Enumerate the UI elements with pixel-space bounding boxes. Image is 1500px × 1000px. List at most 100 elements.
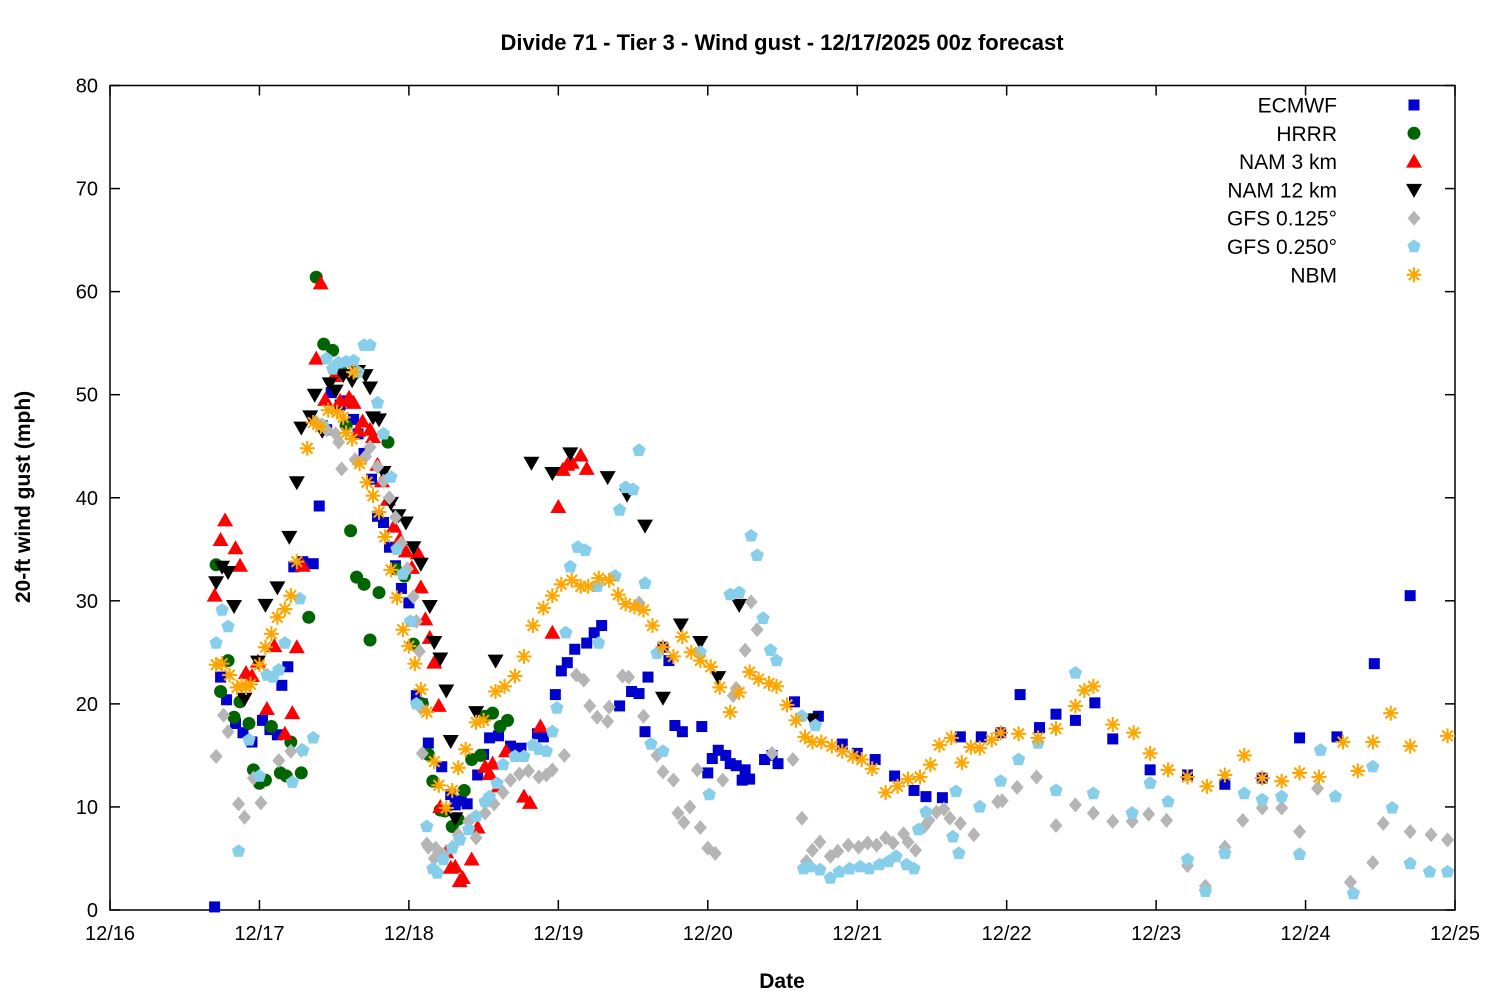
nbm-point: [413, 681, 429, 697]
x-tick-label: 12/19: [533, 923, 583, 945]
gfs-0-125--point: [937, 801, 951, 817]
gfs-0-250--point: [578, 543, 592, 556]
nbm-point: [365, 488, 381, 504]
gfs-0-250--point: [911, 822, 926, 836]
hrrr-point: [264, 720, 278, 734]
nam-3-km-point: [312, 275, 329, 290]
nam-12-km-point: [731, 598, 748, 613]
x-tick-label: 12/25: [1430, 923, 1480, 945]
y-axis-title: 20-ft wind gust (mph): [12, 391, 35, 603]
gfs-0-250--point: [862, 861, 876, 875]
gfs-0-125--point: [1030, 769, 1044, 785]
gfs-0-250--point: [750, 548, 764, 562]
nam-3-km-point: [397, 543, 414, 558]
gfs-0-125--point: [272, 753, 286, 769]
ecmwf-point: [372, 510, 384, 522]
gfs-0-250--point: [1292, 847, 1307, 860]
y-tick-label: 10: [76, 797, 98, 819]
nbm-point: [313, 419, 329, 435]
ecmwf-point: [730, 760, 742, 772]
nbm-point: [1160, 762, 1176, 778]
nbm-point: [1030, 730, 1046, 746]
nam-3-km-point: [227, 540, 244, 555]
ecmwf-point: [276, 679, 288, 691]
nbm-point: [283, 588, 299, 604]
nam-12-km-point: [421, 599, 438, 614]
gfs-0-250--point: [242, 732, 256, 746]
ecmwf-point: [869, 754, 881, 766]
hrrr-point: [357, 577, 371, 591]
gfs-0-125--point: [1311, 780, 1325, 796]
hrrr-point: [214, 685, 228, 699]
legend-entry-label: GFS 0.125°: [1227, 208, 1337, 231]
nbm-point: [993, 725, 1009, 741]
nbm-point: [1402, 738, 1418, 754]
ecmwf-point: [676, 726, 688, 738]
nbm-point: [1311, 769, 1327, 785]
x-tick-label: 12/20: [683, 923, 733, 945]
gfs-0-125--point: [1086, 805, 1100, 821]
nam-3-km-point: [217, 512, 234, 527]
y-tick-label: 50: [76, 385, 98, 407]
gfs-0-125--point: [238, 809, 251, 825]
plot-frame: 0 10 20 30 40 50 60 70 80 12/16 12/17 12/18 12/19 12/…: [76, 76, 1480, 946]
nam-12-km-point: [804, 713, 821, 728]
gfs-0-125--point: [246, 770, 260, 786]
gfs-0-250--point: [1198, 884, 1213, 898]
gfs-0-125--point: [841, 837, 855, 853]
nbm-legend-marker-icon: [1406, 267, 1422, 283]
gfs-0-250--point: [490, 776, 504, 789]
nbm-point: [507, 668, 523, 684]
nbm-point: [610, 587, 626, 603]
nbm-point: [1011, 726, 1027, 742]
ecmwf-point: [669, 720, 681, 732]
nbm-point: [1440, 728, 1456, 744]
gfs-0-250--point: [1218, 846, 1232, 859]
gfs-0-125--point: [1424, 827, 1438, 843]
nbm-point: [890, 778, 906, 794]
gfs-0-125--point: [690, 762, 704, 778]
gfs-0-125--point: [716, 772, 730, 788]
nbm-point: [591, 570, 607, 586]
gfs-0-125--legend-marker-icon: [1407, 210, 1421, 226]
nbm-point: [674, 629, 690, 645]
gfs-0-125--point: [656, 764, 670, 780]
nbm-point: [214, 656, 230, 672]
nbm-point: [834, 743, 850, 759]
nbm-point: [692, 653, 708, 669]
nam-12-km-point: [672, 618, 689, 633]
nbm-point: [320, 402, 336, 418]
nam-12-km-point: [710, 671, 727, 686]
nam-12-km-point: [544, 467, 561, 482]
gfs-0-125--point: [765, 745, 779, 761]
gfs-0-250--point: [626, 482, 640, 496]
hrrr-point: [501, 713, 515, 727]
gfs-0-250--point: [296, 743, 310, 756]
gfs-0-250--point: [1313, 743, 1328, 756]
legend-entry-gfs-0-250-: GFS 0.250°: [1227, 236, 1421, 259]
gfs-0-250--point: [231, 844, 246, 857]
ecmwf-point: [531, 728, 543, 740]
gfs-0-125--point: [590, 709, 604, 725]
legend-entry-ecmwf: ECMWF: [1258, 95, 1420, 118]
nbm-point: [912, 769, 928, 785]
nam-3-km-point: [578, 460, 595, 475]
gfs-0-125--point: [622, 669, 636, 685]
gfs-0-250--point: [453, 832, 467, 846]
nbm-point: [377, 529, 393, 545]
nbm-point: [712, 679, 728, 695]
nam-12-km-point: [281, 530, 298, 545]
nam-3-km-legend-marker-icon: [1406, 153, 1422, 168]
nam-12-km-point: [371, 413, 387, 428]
ecmwf-point: [422, 737, 434, 749]
nbm-point: [972, 740, 988, 756]
legend: ECMWF HRRR NAM 3 km NAM 12 km GFS 0.125° GFS …: [1227, 95, 1422, 287]
nbm-point: [878, 785, 894, 801]
gfs-0-250--point: [952, 846, 966, 859]
nbm-point: [665, 648, 681, 664]
nbm-point: [722, 704, 738, 720]
gfs-0-250--point: [469, 809, 483, 822]
gfs-0-250--point: [363, 338, 377, 351]
hrrr-point: [372, 586, 386, 600]
